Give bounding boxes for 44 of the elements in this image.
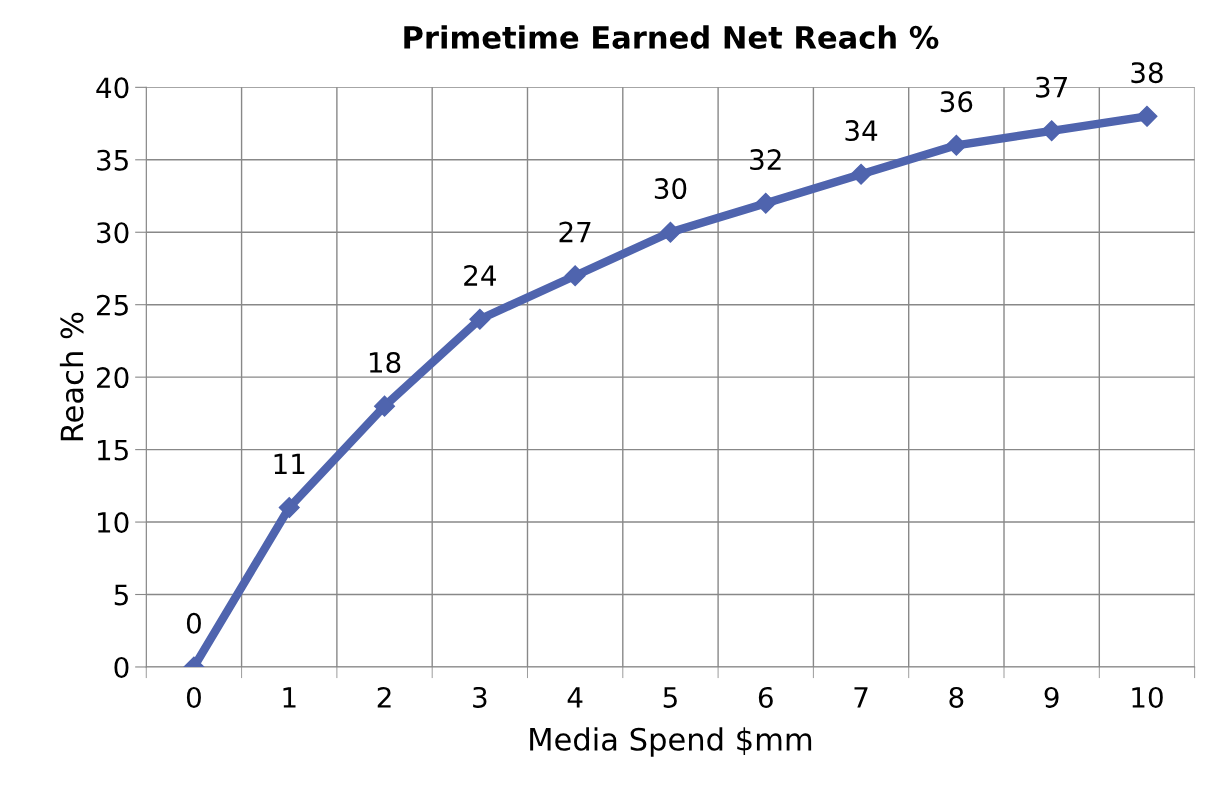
- data-label: 24: [464, 265, 496, 286]
- point: [564, 265, 586, 287]
- data-label: 30: [654, 178, 687, 200]
- x-tick-label: 4: [567, 687, 583, 708]
- data-label: 27: [559, 221, 591, 243]
- point: [278, 497, 300, 519]
- point: [1136, 105, 1158, 127]
- x-tick-label: 2: [377, 686, 391, 708]
- x-tick-label: 1: [283, 687, 296, 708]
- point: [850, 163, 872, 185]
- x-tick-label: 8: [949, 686, 964, 708]
- data-label: 37: [1036, 76, 1067, 98]
- point: [1041, 120, 1063, 142]
- data-label: 36: [940, 91, 973, 113]
- point: [755, 192, 777, 214]
- y-tick-label: 35: [97, 149, 128, 171]
- y-tick-label: 10: [98, 511, 129, 533]
- data-label: 18: [369, 351, 401, 373]
- data-label: 11: [274, 453, 305, 475]
- y-tick-label: 20: [97, 367, 129, 389]
- y-tick-label: 15: [98, 439, 128, 461]
- x-tick-label: 9: [1044, 686, 1059, 708]
- y-tick-label: 0: [114, 656, 129, 678]
- x-tick-label: 10: [1132, 686, 1163, 708]
- point: [374, 395, 396, 417]
- x-tick-label: 0: [186, 686, 201, 708]
- point: [945, 134, 967, 156]
- x-tick-label: 3: [473, 686, 487, 708]
- x-tick-label: 6: [758, 686, 773, 708]
- point: [469, 308, 491, 330]
- data-label: 34: [845, 120, 878, 142]
- data-label: 0: [186, 612, 201, 634]
- x-axis-title: Media Spend $mm: [530, 727, 812, 757]
- x-tick-label: 5: [663, 687, 677, 708]
- y-tick-label: 5: [114, 584, 128, 606]
- y-tick-label: 40: [96, 77, 129, 99]
- y-axis-title: Reach %: [59, 312, 84, 441]
- x-tick-label: 7: [854, 687, 868, 708]
- chart-title: Primetime Earned Net Reach %: [404, 25, 939, 49]
- data-label: 32: [750, 149, 781, 171]
- y-tick-label: 25: [97, 294, 128, 316]
- data-label: 38: [1131, 62, 1163, 84]
- y-tick-label: 30: [97, 222, 129, 244]
- point: [659, 221, 681, 243]
